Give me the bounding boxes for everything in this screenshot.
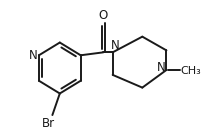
Text: O: O [99, 9, 108, 22]
Text: N: N [157, 61, 165, 74]
Text: CH₃: CH₃ [180, 66, 201, 76]
Text: N: N [29, 49, 38, 62]
Text: N: N [111, 39, 120, 52]
Text: Br: Br [42, 117, 55, 130]
